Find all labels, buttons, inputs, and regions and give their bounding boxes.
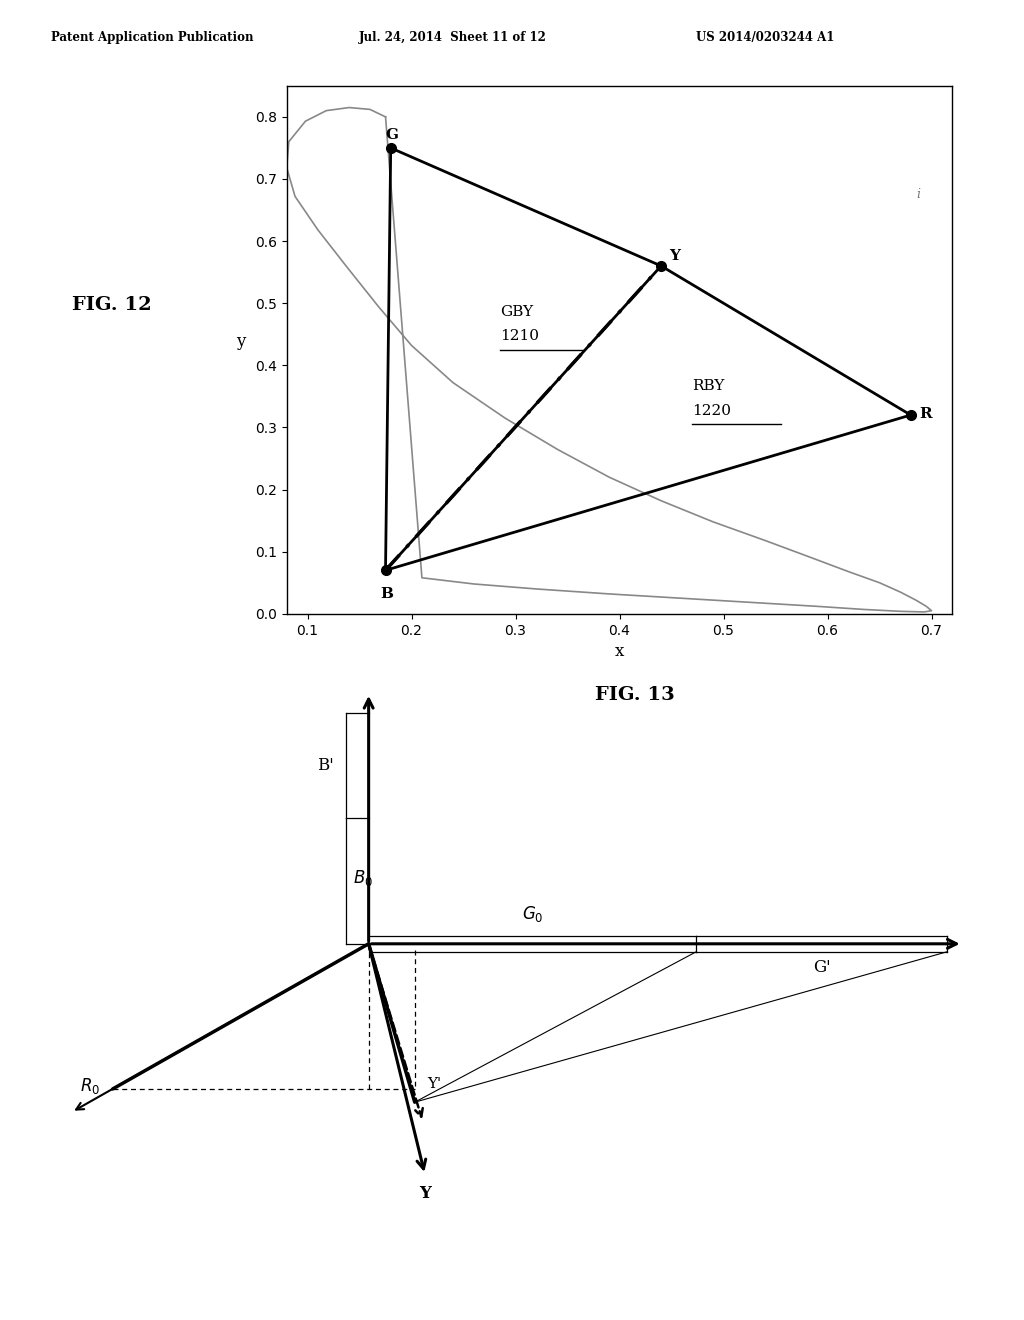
Text: GBY: GBY (500, 305, 534, 318)
Text: RBY: RBY (692, 379, 725, 393)
Text: US 2014/0203244 A1: US 2014/0203244 A1 (696, 30, 835, 44)
Text: B': B' (317, 758, 334, 774)
Text: Y: Y (670, 248, 680, 263)
Text: G: G (385, 128, 398, 141)
Text: FIG. 12: FIG. 12 (72, 296, 152, 314)
Text: B: B (380, 587, 393, 602)
Text: Patent Application Publication: Patent Application Publication (51, 30, 254, 44)
Text: 1210: 1210 (500, 330, 539, 343)
Text: Jul. 24, 2014  Sheet 11 of 12: Jul. 24, 2014 Sheet 11 of 12 (358, 30, 546, 44)
X-axis label: x: x (614, 643, 625, 660)
Text: Y: Y (419, 1185, 431, 1203)
Text: G': G' (813, 958, 830, 975)
Text: $G_0$: $G_0$ (522, 904, 543, 924)
Text: $R_0$: $R_0$ (80, 1076, 100, 1096)
Text: Y': Y' (427, 1077, 441, 1090)
Text: FIG. 13: FIG. 13 (595, 685, 675, 704)
Text: $B_0$: $B_0$ (353, 867, 374, 888)
Text: i: i (915, 187, 920, 201)
Text: 1220: 1220 (692, 404, 731, 418)
Text: R: R (920, 407, 932, 421)
Y-axis label: y: y (237, 333, 246, 350)
